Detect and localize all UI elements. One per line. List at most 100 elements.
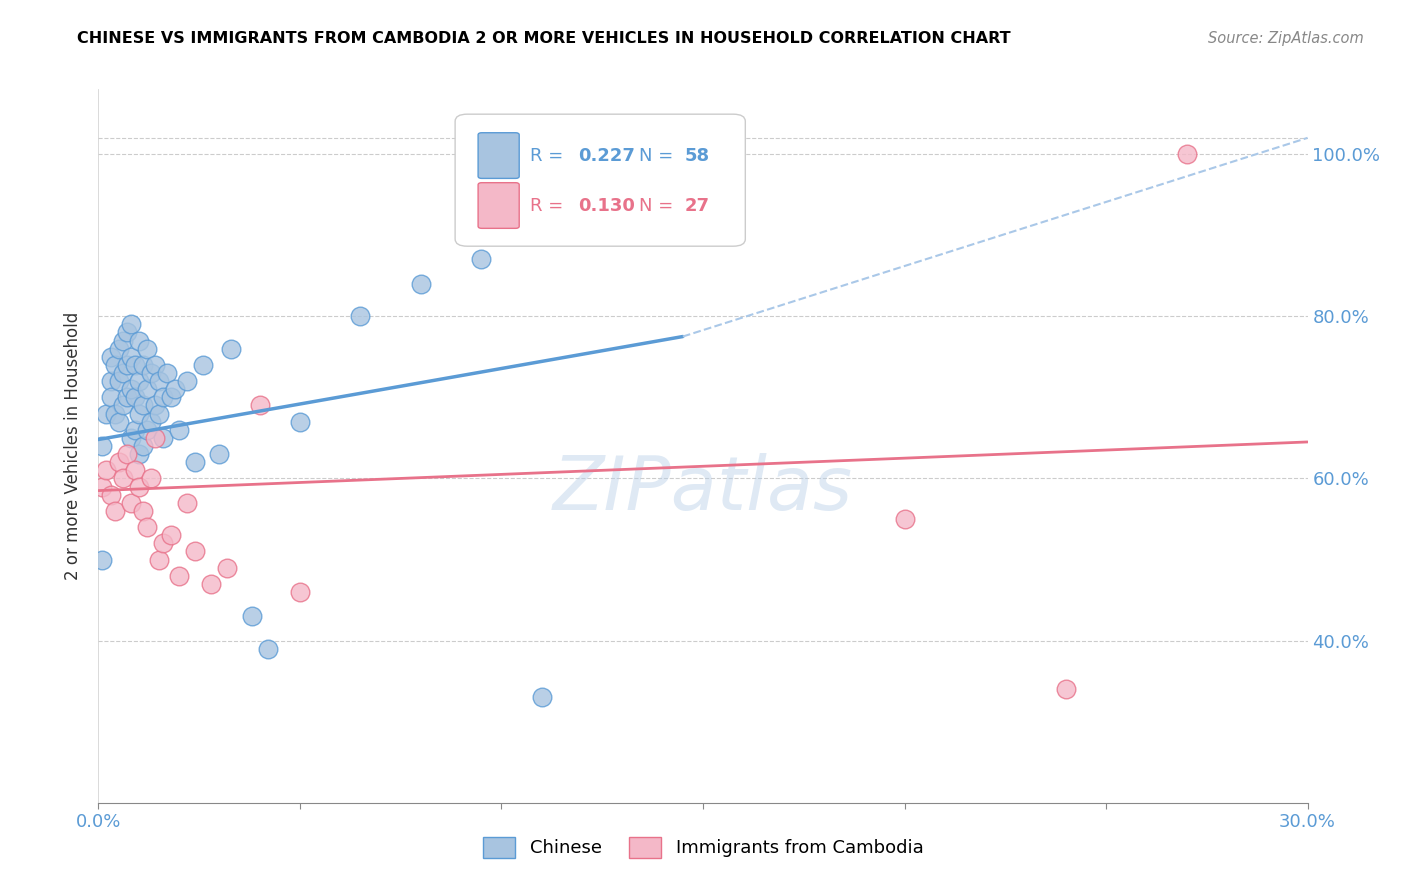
Point bbox=[409, 277, 432, 291]
Point bbox=[132, 358, 155, 372]
Point bbox=[160, 528, 183, 542]
Point bbox=[139, 366, 162, 380]
Point bbox=[139, 415, 162, 429]
Point bbox=[143, 399, 166, 413]
Point bbox=[135, 382, 157, 396]
Point bbox=[120, 496, 142, 510]
Point bbox=[120, 431, 142, 445]
Point bbox=[240, 609, 263, 624]
Point bbox=[115, 326, 138, 340]
Point bbox=[148, 407, 170, 421]
Point bbox=[156, 366, 179, 380]
Point bbox=[143, 358, 166, 372]
Point bbox=[120, 318, 142, 332]
Point bbox=[1054, 682, 1077, 697]
Point bbox=[111, 471, 134, 485]
Point bbox=[132, 439, 155, 453]
Point bbox=[100, 390, 122, 404]
Point bbox=[100, 374, 122, 388]
Point bbox=[288, 585, 311, 599]
Point bbox=[96, 463, 118, 477]
Point bbox=[152, 536, 174, 550]
FancyBboxPatch shape bbox=[478, 133, 519, 178]
Point bbox=[103, 407, 125, 421]
Text: 0.130: 0.130 bbox=[578, 196, 636, 214]
Text: 27: 27 bbox=[685, 196, 710, 214]
Point bbox=[111, 334, 134, 348]
Y-axis label: 2 or more Vehicles in Household: 2 or more Vehicles in Household bbox=[65, 312, 83, 580]
Point bbox=[100, 350, 122, 364]
Text: 58: 58 bbox=[685, 146, 710, 164]
Point bbox=[1175, 147, 1198, 161]
Point bbox=[91, 552, 114, 566]
Point bbox=[135, 342, 157, 356]
Text: 0.227: 0.227 bbox=[578, 146, 636, 164]
Point bbox=[91, 479, 114, 493]
Point bbox=[124, 390, 146, 404]
Point bbox=[128, 334, 150, 348]
Point bbox=[103, 504, 125, 518]
Point bbox=[167, 568, 190, 582]
FancyBboxPatch shape bbox=[456, 114, 745, 246]
Point bbox=[349, 310, 371, 324]
Point bbox=[103, 358, 125, 372]
Point bbox=[124, 463, 146, 477]
Point bbox=[135, 520, 157, 534]
Point bbox=[100, 488, 122, 502]
Point bbox=[128, 447, 150, 461]
Point bbox=[184, 544, 207, 558]
Point bbox=[128, 374, 150, 388]
Text: CHINESE VS IMMIGRANTS FROM CAMBODIA 2 OR MORE VEHICLES IN HOUSEHOLD CORRELATION : CHINESE VS IMMIGRANTS FROM CAMBODIA 2 OR… bbox=[77, 31, 1011, 46]
Legend: Chinese, Immigrants from Cambodia: Chinese, Immigrants from Cambodia bbox=[475, 830, 931, 865]
Point bbox=[135, 423, 157, 437]
Point bbox=[107, 455, 129, 469]
Point bbox=[200, 577, 222, 591]
Point bbox=[107, 415, 129, 429]
Point bbox=[124, 423, 146, 437]
Point bbox=[184, 455, 207, 469]
Point bbox=[120, 350, 142, 364]
Point bbox=[152, 390, 174, 404]
Point bbox=[221, 342, 243, 356]
Point bbox=[139, 471, 162, 485]
FancyBboxPatch shape bbox=[478, 183, 519, 228]
Point bbox=[148, 552, 170, 566]
Point bbox=[470, 252, 492, 267]
Point bbox=[893, 512, 915, 526]
Point bbox=[120, 382, 142, 396]
Point bbox=[91, 439, 114, 453]
Point bbox=[115, 447, 138, 461]
Point bbox=[167, 423, 190, 437]
Point bbox=[128, 407, 150, 421]
Point bbox=[217, 560, 239, 574]
Text: R =: R = bbox=[530, 146, 569, 164]
Point bbox=[132, 399, 155, 413]
Point bbox=[143, 431, 166, 445]
Point bbox=[208, 447, 231, 461]
Point bbox=[128, 479, 150, 493]
Text: R =: R = bbox=[530, 196, 569, 214]
Point bbox=[111, 366, 134, 380]
Point bbox=[111, 399, 134, 413]
Point bbox=[107, 374, 129, 388]
Point bbox=[148, 374, 170, 388]
Point bbox=[176, 496, 198, 510]
Point bbox=[115, 358, 138, 372]
Point bbox=[96, 407, 118, 421]
Point bbox=[115, 390, 138, 404]
Point bbox=[249, 399, 271, 413]
Point bbox=[124, 358, 146, 372]
Point bbox=[193, 358, 215, 372]
Point bbox=[530, 690, 553, 705]
Point bbox=[256, 641, 278, 656]
Point bbox=[163, 382, 186, 396]
Point bbox=[160, 390, 183, 404]
Text: ZIPatlas: ZIPatlas bbox=[553, 453, 853, 524]
Point bbox=[288, 415, 311, 429]
Text: N =: N = bbox=[638, 196, 679, 214]
Point bbox=[132, 504, 155, 518]
Text: N =: N = bbox=[638, 146, 679, 164]
Point bbox=[107, 342, 129, 356]
Text: Source: ZipAtlas.com: Source: ZipAtlas.com bbox=[1208, 31, 1364, 46]
Point bbox=[152, 431, 174, 445]
